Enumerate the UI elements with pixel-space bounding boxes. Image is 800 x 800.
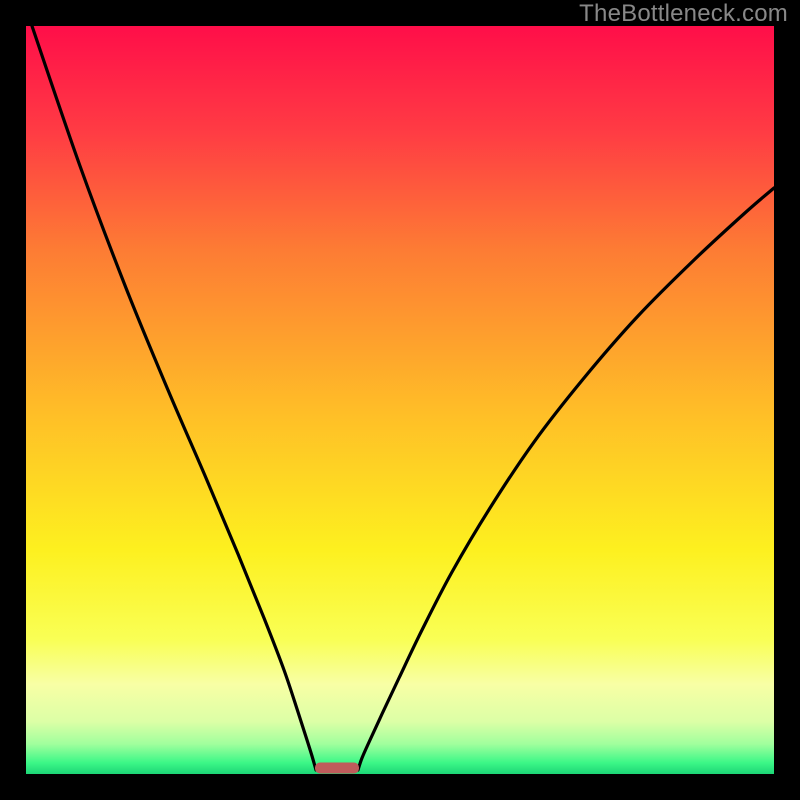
bottleneck-curve-chart xyxy=(0,0,800,800)
chart-container: TheBottleneck.com xyxy=(0,0,800,800)
optimal-range-marker xyxy=(315,763,359,774)
chart-plot-background xyxy=(26,26,774,774)
watermark-text: TheBottleneck.com xyxy=(579,0,788,28)
